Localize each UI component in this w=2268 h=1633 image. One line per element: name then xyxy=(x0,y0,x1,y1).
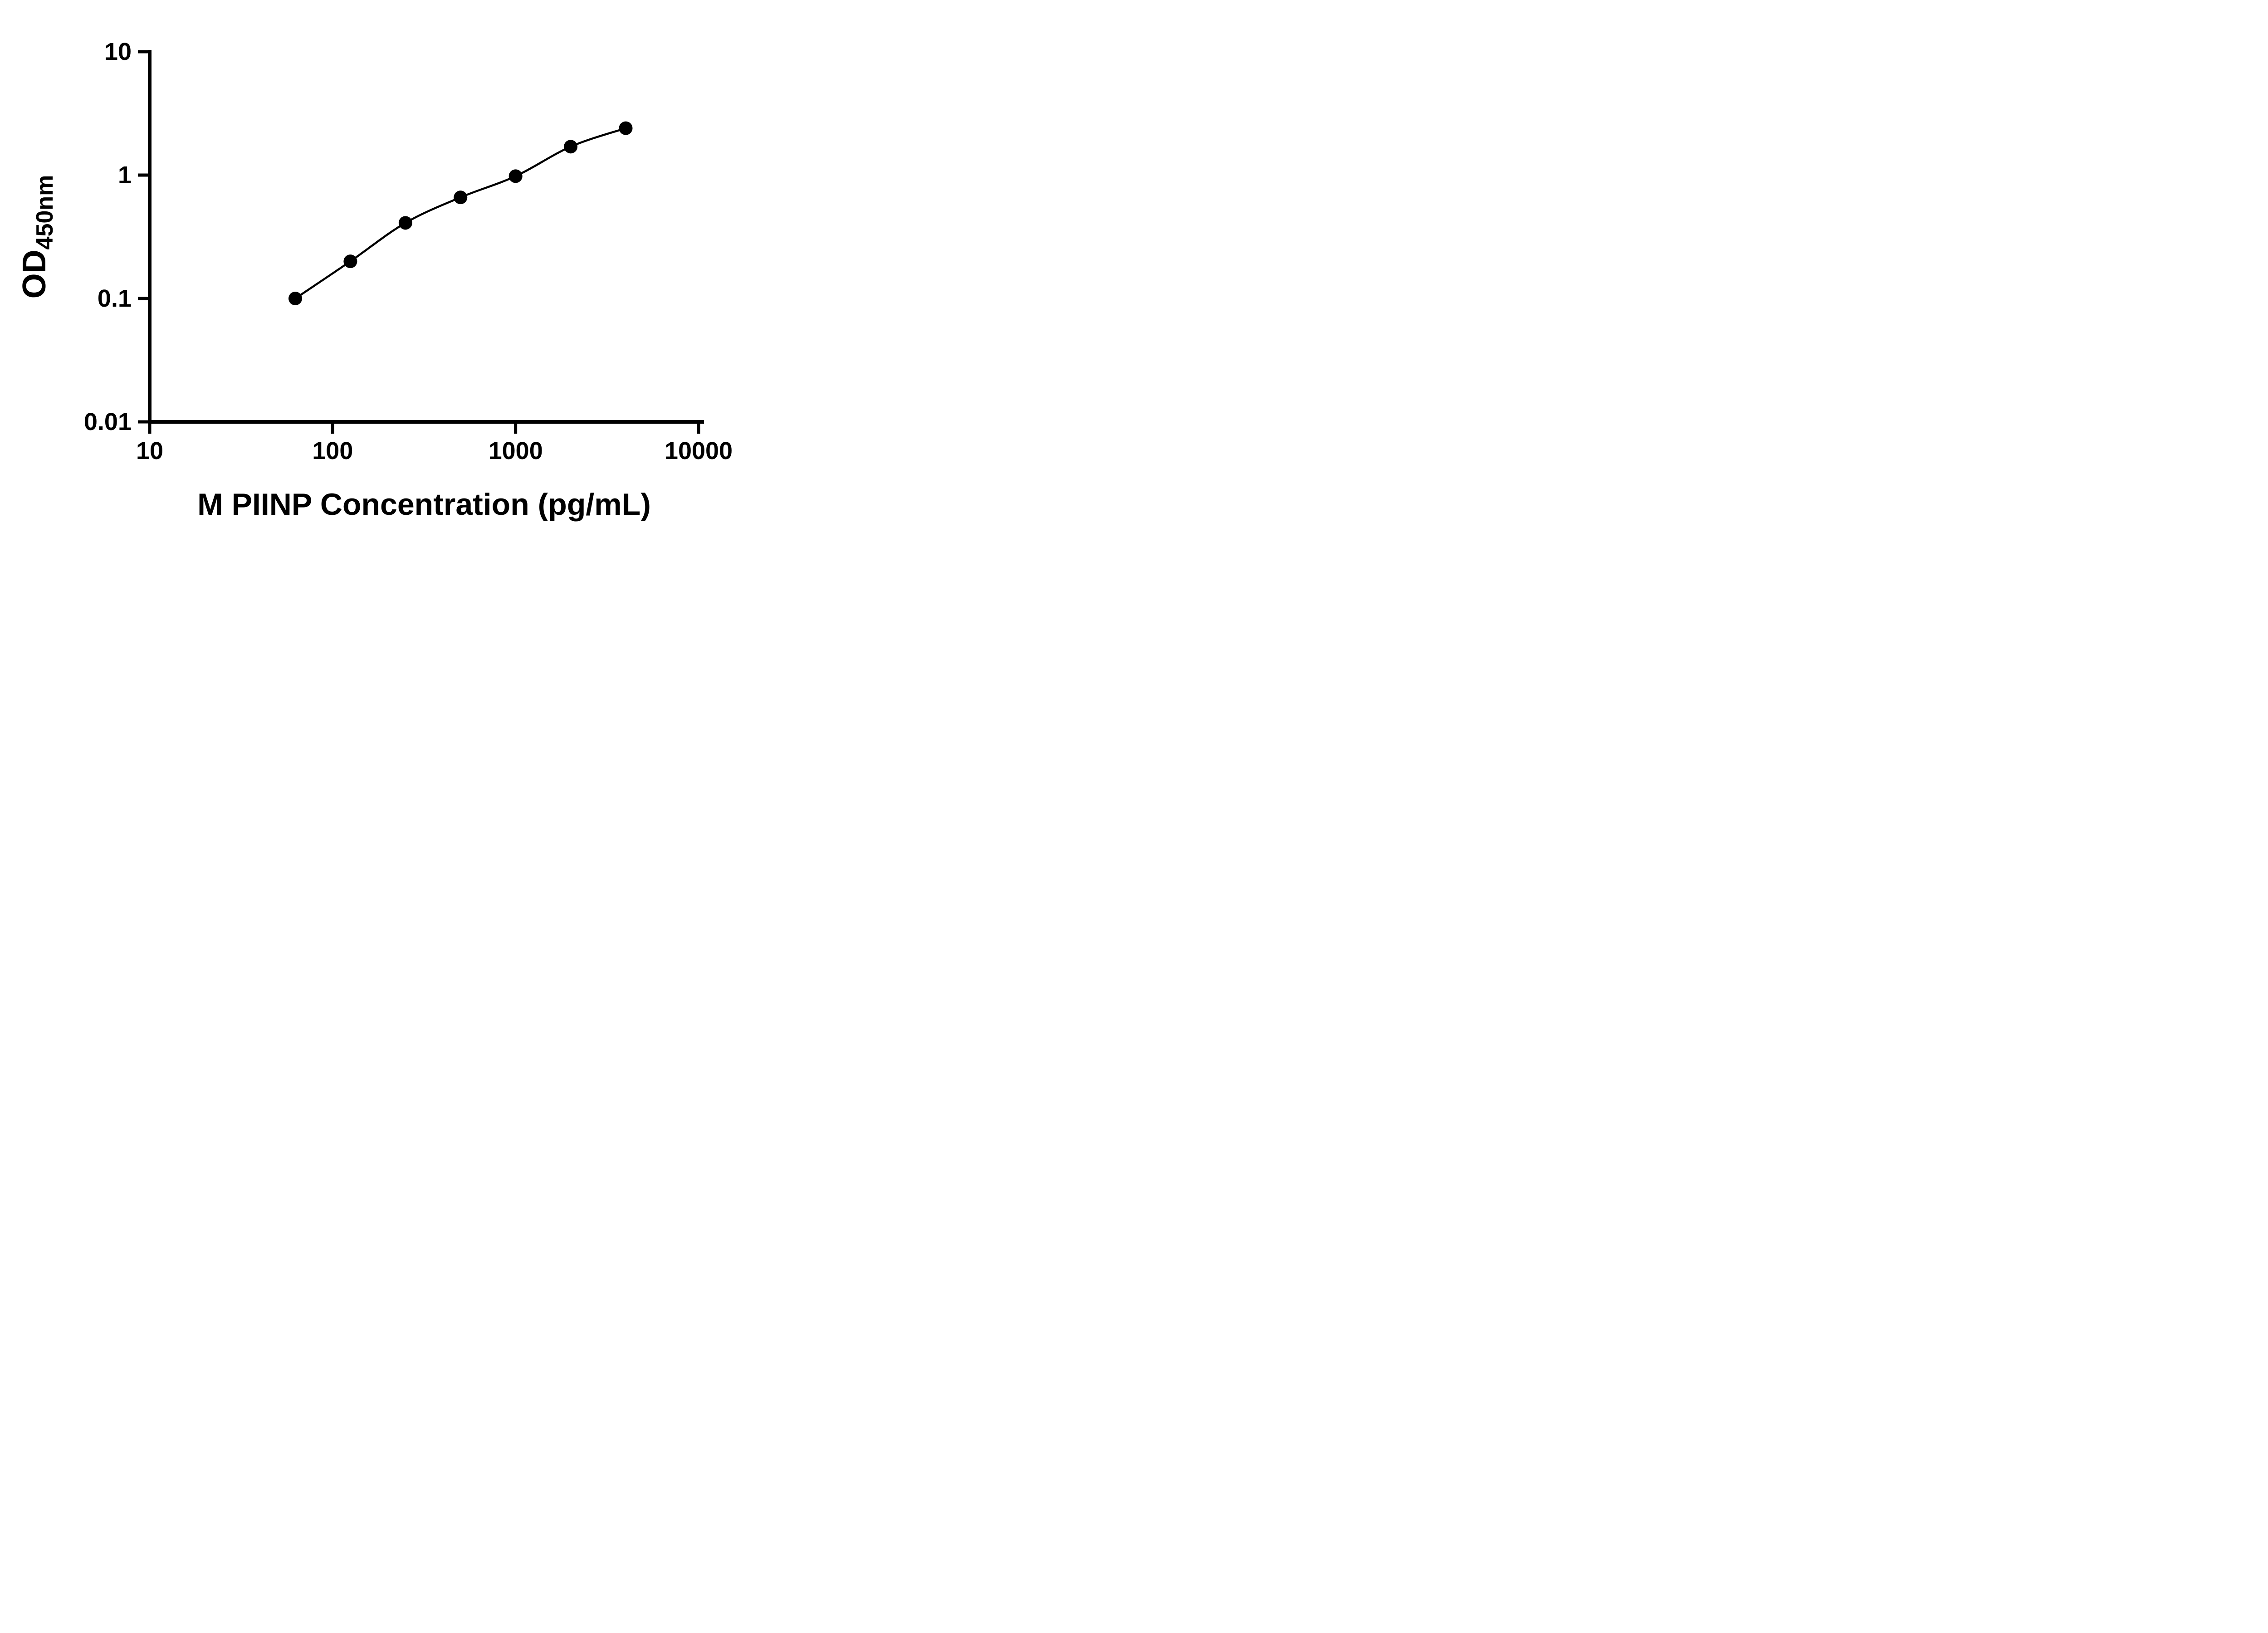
y-axis-ticks xyxy=(138,50,148,424)
x-tick-label: 10 xyxy=(136,437,163,464)
y-axis-tick-labels: 0.01 0.1 1 10 xyxy=(84,38,132,435)
y-axis-title: OD450nm xyxy=(16,175,58,299)
x-axis-tick-labels: 10 100 1000 10000 xyxy=(136,437,733,464)
y-tick-label: 0.1 xyxy=(98,285,132,312)
y-tick-label: 0.01 xyxy=(84,408,132,435)
y-tick-label: 10 xyxy=(104,38,132,65)
fit-curve xyxy=(294,127,627,300)
x-tick-label: 100 xyxy=(312,437,353,464)
x-axis-ticks xyxy=(148,424,700,434)
data-point xyxy=(343,254,357,269)
data-point xyxy=(288,292,303,305)
data-point xyxy=(508,169,523,183)
x-tick-label: 10000 xyxy=(665,437,733,464)
data-point xyxy=(454,191,468,205)
data-point xyxy=(398,216,412,230)
chart-canvas: 10 100 1000 10000 0.01 0.1 1 10 M PIINP Concen… xyxy=(16,38,733,522)
axes-lines xyxy=(148,50,704,424)
y-tick-label: 1 xyxy=(118,161,132,189)
y-axis-title-subscript: 450nm xyxy=(32,175,58,250)
y-axis-title-main: OD xyxy=(16,249,53,298)
data-points xyxy=(288,121,633,305)
x-axis-title: M PIINP Concentration (pg/mL) xyxy=(197,487,651,522)
data-point xyxy=(564,140,578,154)
data-point xyxy=(619,121,633,135)
x-tick-label: 1000 xyxy=(489,437,543,464)
standard-curve-figure: 10 100 1000 10000 0.01 0.1 1 10 M PIINP Concen… xyxy=(0,0,777,544)
